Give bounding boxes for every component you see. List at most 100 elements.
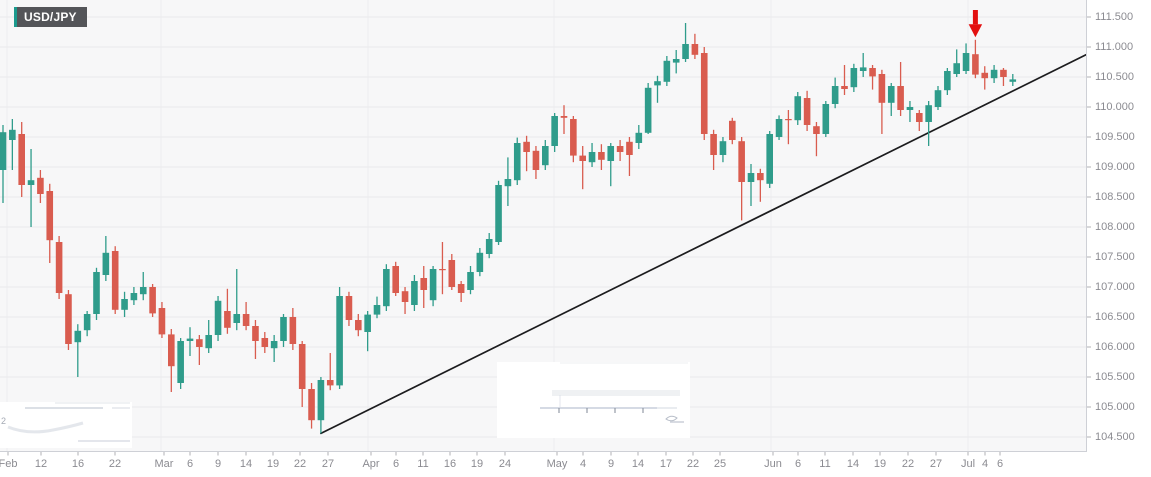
candle: [691, 33, 699, 59]
down-arrow-annotation[interactable]: [968, 10, 983, 38]
candle: [1000, 68, 1007, 86]
date-axis-label: 6: [795, 458, 801, 470]
candle: [654, 75, 661, 103]
candle: [55, 236, 63, 299]
candle: [83, 311, 91, 337]
candle: [672, 50, 680, 74]
date-axis-label: 6: [187, 458, 193, 470]
date-axis-label: 9: [215, 458, 221, 470]
symbol-label: USD/JPY: [24, 10, 77, 24]
candle: [635, 125, 643, 149]
date-axis-label: 24: [499, 458, 511, 470]
candle: [944, 68, 951, 95]
date-axis-label: 17: [660, 458, 672, 470]
candle: [878, 69, 886, 134]
candle: [850, 63, 858, 92]
trendline-drawing[interactable]: [320, 53, 1087, 435]
candle: [9, 119, 16, 170]
candle: [738, 137, 745, 221]
candle: [0, 125, 7, 203]
candle: [934, 86, 942, 110]
date-axis-label: 19: [874, 458, 886, 470]
candle: [700, 47, 708, 140]
candle: [1009, 74, 1017, 86]
price-axis-label: 105.500: [1095, 371, 1135, 383]
candle: [345, 291, 353, 326]
candle: [831, 77, 839, 109]
candle: [822, 101, 830, 137]
candle: [467, 266, 474, 295]
price-axis-label: 104.500: [1095, 431, 1135, 443]
watermark-patch: [497, 362, 690, 438]
price-axis-label: 107.500: [1095, 251, 1135, 263]
candle: [186, 327, 194, 356]
price-axis-label: 109.500: [1095, 131, 1135, 143]
candle: [270, 335, 278, 362]
watermark-patch: 2: [0, 402, 132, 448]
candle: [130, 287, 138, 305]
candle: [962, 43, 970, 74]
candle: [224, 288, 231, 334]
candle: [289, 308, 297, 350]
candle: [457, 281, 465, 302]
candle: [841, 65, 848, 95]
date-axis-label: Mar: [155, 458, 174, 470]
candle: [710, 129, 717, 170]
candle: [504, 157, 512, 206]
candle: [887, 83, 895, 116]
candle: [560, 105, 568, 134]
x-axis[interactable]: Feb 12 16 22 Mar 6 9 14 19 22 27 Apr 6 11 16 19 24 May 4 9 1…: [0, 452, 1003, 470]
date-axis-label: 9: [608, 458, 614, 470]
candle: [326, 353, 334, 391]
plot-borders: [0, 0, 1087, 452]
candle: [177, 338, 184, 389]
date-axis-label: 22: [902, 458, 914, 470]
candle: [18, 122, 25, 197]
candle: [542, 140, 549, 170]
price-axis-label: 106.000: [1095, 341, 1135, 353]
candle: [317, 377, 325, 434]
price-axis-label: 111.000: [1095, 41, 1133, 53]
candle: [972, 39, 979, 79]
candle: [794, 92, 802, 125]
candle: [139, 272, 147, 301]
candle: [93, 267, 100, 320]
candle: [916, 110, 923, 131]
candle: [364, 311, 371, 352]
date-axis-label: 4: [580, 458, 586, 470]
candle: [336, 287, 343, 389]
candle: [719, 137, 727, 163]
candle: [766, 131, 773, 188]
price-axis-label: 107.000: [1095, 281, 1135, 293]
candle: [532, 146, 540, 179]
candle: [121, 291, 128, 317]
candles[interactable]: [0, 23, 1017, 434]
candle: [411, 275, 418, 311]
candle: [280, 314, 287, 347]
date-axis-label: 4: [982, 458, 988, 470]
candle: [401, 287, 409, 314]
candle: [551, 113, 558, 152]
candle: [373, 296, 381, 319]
price-axis-label: 109.000: [1095, 161, 1135, 173]
date-axis-label: 11: [819, 458, 830, 470]
date-axis-label: 12: [35, 458, 47, 470]
candle: [74, 324, 82, 377]
candle: [803, 90, 811, 131]
candle: [813, 122, 820, 157]
symbol-badge: USD/JPY: [14, 7, 87, 27]
candle: [495, 180, 502, 245]
candle: [785, 110, 792, 145]
candle: [757, 168, 764, 202]
candle: [233, 269, 241, 331]
candle: [429, 266, 437, 307]
candle: [168, 329, 175, 392]
y-axis[interactable]: 111.500 111.000 110.500 110.000 109.500 109.0…: [1087, 11, 1135, 443]
date-axis-label: 25: [714, 458, 726, 470]
candle: [729, 117, 736, 145]
candle: [663, 56, 671, 86]
candle: [644, 83, 652, 134]
candle: [598, 144, 605, 170]
